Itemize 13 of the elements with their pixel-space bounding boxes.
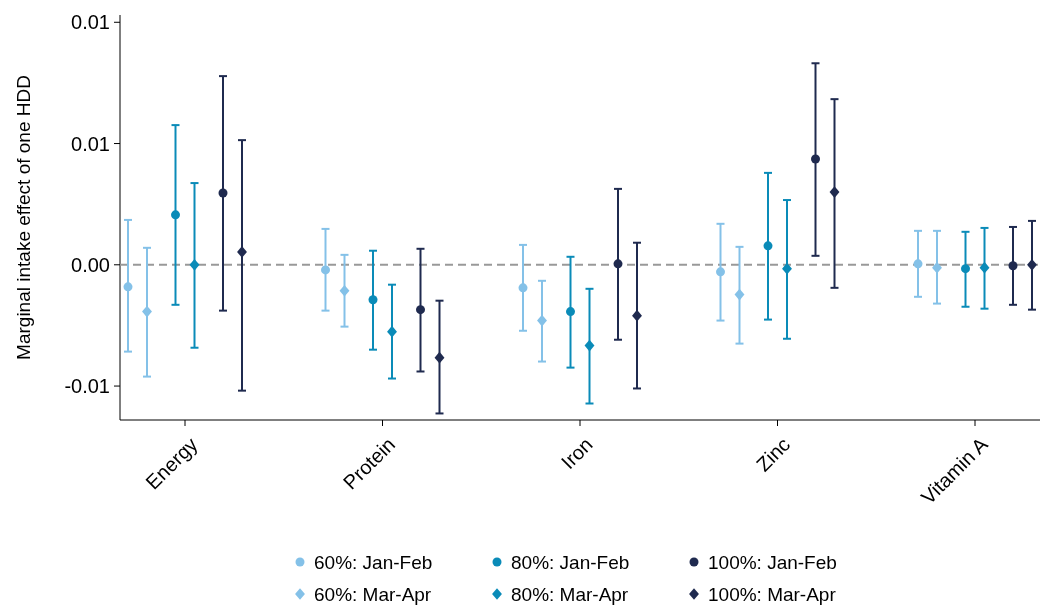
- y-tick-label: 0.01: [71, 11, 110, 34]
- legend-label: 100%: Jan-Feb: [708, 551, 837, 573]
- y-axis-title: Marginal intake effect of one HDD: [13, 75, 34, 360]
- legend-label: 80%: Jan-Feb: [511, 551, 630, 573]
- legend-label: 100%: Mar-Apr: [708, 583, 837, 605]
- legend-label: 80%: Mar-Apr: [511, 583, 629, 605]
- legend-label: 60%: Mar-Apr: [314, 583, 432, 605]
- y-tick-label: 0.01: [71, 132, 110, 155]
- y-tick-label: 0.00: [71, 253, 110, 276]
- x-tick-label: Iron: [556, 433, 597, 474]
- legend-label: 60%: Jan-Feb: [314, 551, 433, 573]
- y-tick-label: -0.01: [64, 375, 110, 398]
- x-tick-label: Zinc: [751, 433, 795, 476]
